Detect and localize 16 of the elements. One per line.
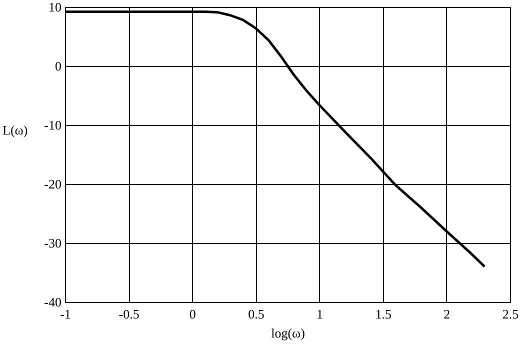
x-tick-label: 0.5: [248, 306, 264, 322]
x-tick-label: -0.5: [118, 306, 140, 322]
y-tick-label: -10: [44, 118, 62, 132]
x-tick-label: 2: [444, 306, 450, 322]
y-tick-label: -30: [44, 236, 62, 250]
y-tick-label: 10: [48, 0, 62, 14]
x-tick-label: 1.5: [375, 306, 392, 322]
x-axis-title: log(ω): [271, 326, 305, 340]
x-tick-label: -1: [60, 306, 71, 322]
y-axis-title: L(ω): [2, 122, 28, 138]
y-tick-label: -40: [44, 294, 62, 310]
x-tick-label: 2.5: [502, 306, 519, 322]
x-tick-label: 0: [189, 306, 196, 322]
y-tick-label: 0: [55, 58, 62, 74]
y-tick-label: -20: [44, 176, 62, 192]
x-tick-label: 1: [316, 306, 324, 322]
